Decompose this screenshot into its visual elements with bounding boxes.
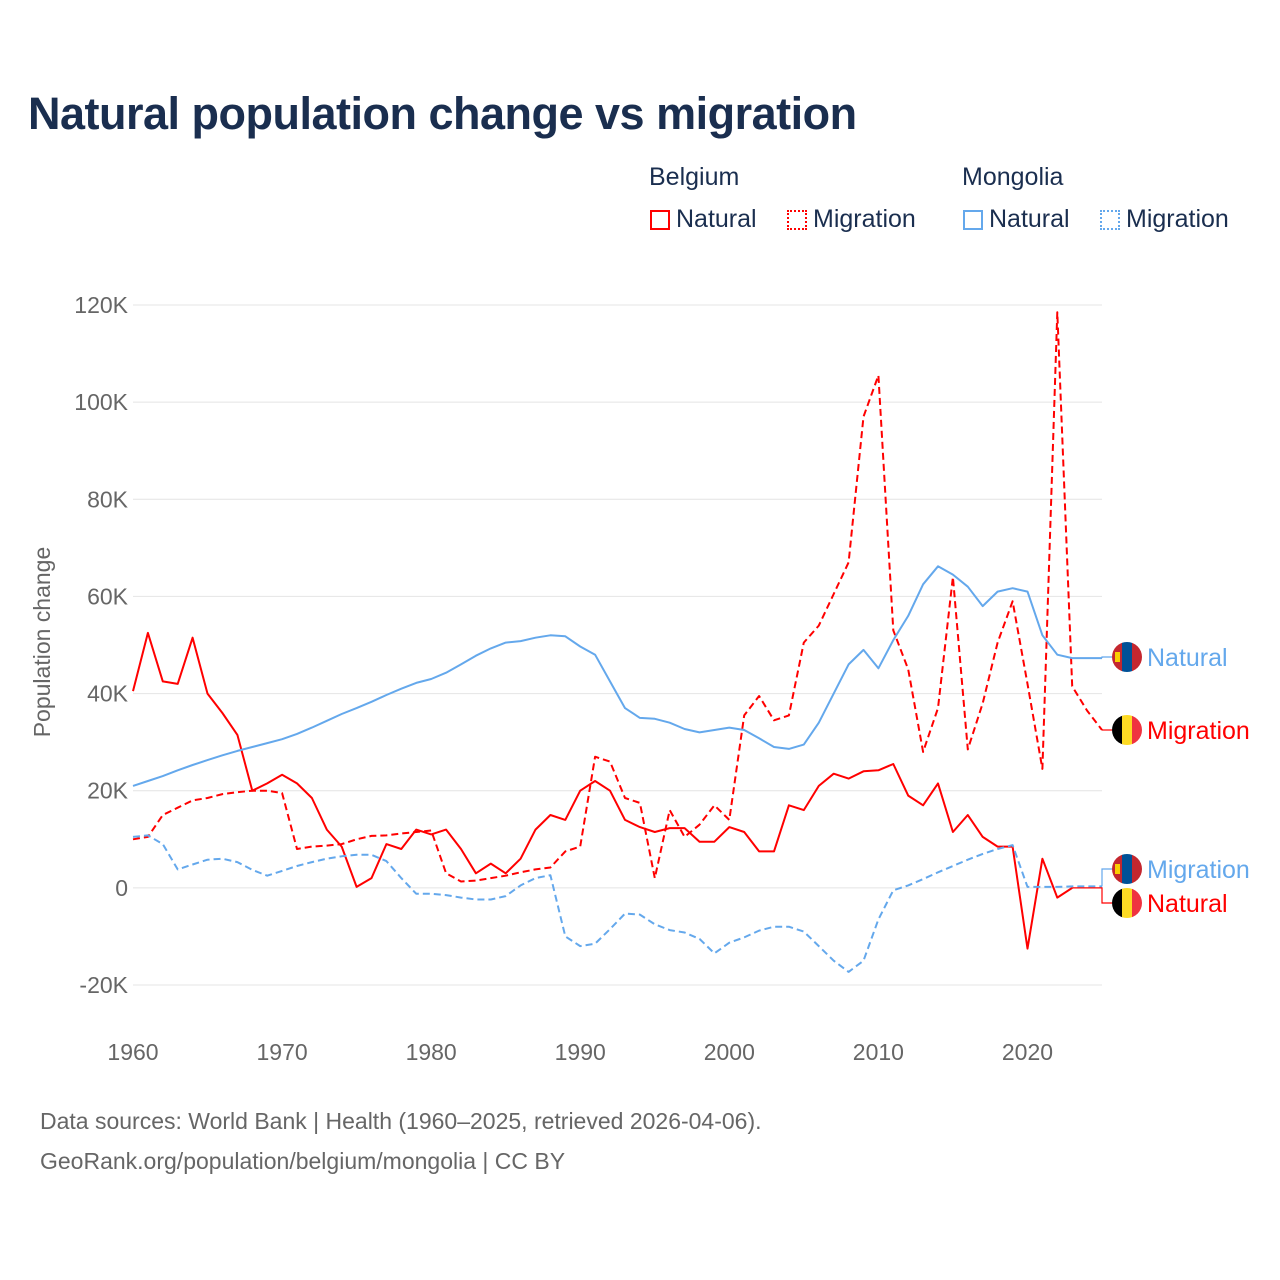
y-tick-label: 120K — [74, 292, 128, 318]
y-tick-label: 80K — [87, 486, 129, 512]
legend-label: Migration — [1126, 205, 1229, 233]
y-tick-label: 100K — [74, 389, 128, 415]
y-tick-label: -20K — [79, 972, 128, 998]
x-tick-label: 2010 — [853, 1039, 904, 1065]
dotted-swatch-icon — [1100, 209, 1120, 230]
series-end-label: Migration — [1147, 856, 1250, 884]
footer-link[interactable]: GeoRank.org/population/belgium/mongolia … — [40, 1148, 566, 1174]
legend-group-belgium: Belgium — [649, 163, 740, 191]
legend-belgium-natural[interactable]: Natural — [650, 205, 757, 234]
belgium-flag-icon — [1112, 888, 1142, 918]
x-tick-label: 1960 — [107, 1039, 158, 1065]
solid-swatch-icon — [650, 209, 670, 230]
y-tick-label: 20K — [87, 778, 129, 804]
legend-label: Natural — [676, 205, 757, 233]
y-axis-label: Population change — [29, 547, 55, 738]
series-line-mongolia-migration — [132, 834, 1102, 973]
legend-label: Migration — [813, 205, 916, 233]
x-tick-label: 1980 — [406, 1039, 457, 1065]
chart-title: Natural population change vs migration — [28, 88, 857, 139]
mongolia-flag-icon — [1112, 642, 1142, 672]
y-tick-label: 60K — [87, 583, 129, 609]
legend-mongolia-natural[interactable]: Natural — [963, 205, 1070, 234]
x-tick-label: 2000 — [704, 1039, 755, 1065]
y-tick-label: 40K — [87, 681, 129, 707]
solid-swatch-icon — [963, 209, 983, 230]
series-line-belgium-migration — [132, 311, 1103, 883]
label-connector — [1072, 887, 1112, 904]
series-end-label: Natural — [1147, 890, 1228, 918]
footer-sources: Data sources: World Bank | Health (1960–… — [40, 1108, 762, 1134]
y-tick-label: 0 — [115, 875, 128, 901]
legend-group-mongolia: Mongolia — [962, 163, 1064, 191]
x-tick-label: 2020 — [1002, 1039, 1053, 1065]
series-line-belgium-natural — [132, 631, 1073, 950]
label-connector — [1101, 656, 1112, 659]
series-line-mongolia-natural — [132, 565, 1102, 787]
legend-label: Natural — [989, 205, 1070, 233]
dotted-swatch-icon — [787, 209, 807, 230]
series-end-label: Migration — [1147, 717, 1250, 745]
belgium-flag-icon — [1112, 715, 1142, 745]
mongolia-flag-icon — [1112, 854, 1142, 884]
series-end-label: Natural — [1147, 644, 1228, 672]
x-tick-label: 1990 — [555, 1039, 606, 1065]
legend-belgium-migration[interactable]: Migration — [787, 205, 916, 234]
label-connector — [1101, 868, 1112, 887]
legend-mongolia-migration[interactable]: Migration — [1100, 205, 1229, 234]
x-tick-label: 1970 — [256, 1039, 307, 1065]
